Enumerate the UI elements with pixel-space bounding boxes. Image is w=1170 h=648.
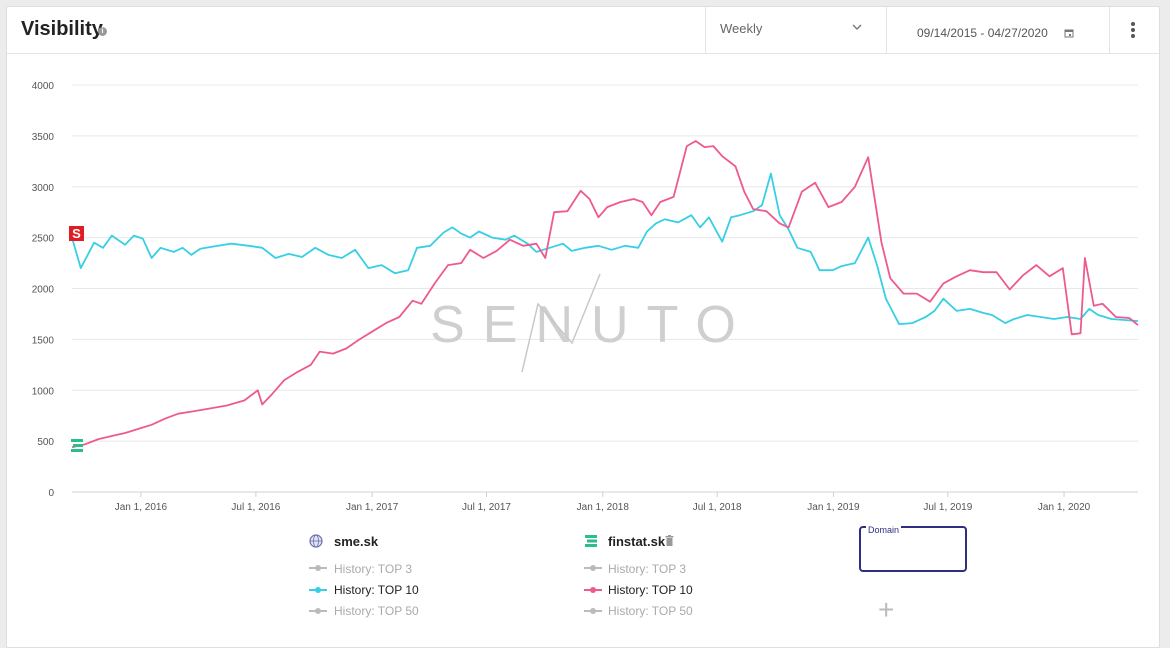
- date-range-picker[interactable]: 09/14/2015 - 04/27/2020: [887, 7, 1109, 53]
- x-tick-label: Jan 1, 2017: [346, 502, 399, 513]
- more-options-button[interactable]: [1110, 7, 1158, 53]
- header-divider: [886, 7, 887, 53]
- date-range-value: 09/14/2015 - 04/27/2020: [917, 26, 1048, 40]
- x-tick-label: Jul 1, 2018: [693, 502, 742, 513]
- card-header: Visibility i Weekly 09/14/2015 - 04/27/2…: [7, 7, 1159, 54]
- info-icon[interactable]: i: [98, 27, 107, 36]
- interval-value: Weekly: [720, 21, 763, 36]
- card-title: Visibility: [21, 18, 103, 40]
- series-lines: [71, 140, 1139, 449]
- sme-logo-icon: S: [69, 226, 84, 241]
- y-axis: 0 500 1000 1500 2000 2500 3000 3500 4000: [32, 81, 55, 499]
- x-tick-label: Jan 1, 2020: [1038, 502, 1091, 513]
- y-tick-label: 3000: [32, 183, 55, 194]
- y-tick-label: 2500: [32, 234, 55, 245]
- legend-marker-icon: [309, 587, 327, 593]
- legend-marker-icon: [584, 565, 602, 571]
- finstat-logo-icon: [585, 535, 597, 547]
- domain-input-label: Domain: [866, 525, 902, 535]
- x-tick-label: Jul 1, 2016: [231, 502, 280, 513]
- globe-icon: [309, 534, 323, 548]
- visibility-card: Visibility i Weekly 09/14/2015 - 04/27/2…: [6, 6, 1160, 648]
- series-line-sme-sk: [71, 172, 1139, 325]
- calendar-icon: [1064, 29, 1074, 38]
- svg-text:S: S: [72, 226, 81, 241]
- x-tick-label: Jan 1, 2016: [115, 502, 168, 513]
- y-tick-label: 3500: [32, 132, 55, 143]
- more-options-icon: [1131, 34, 1135, 38]
- legend-item-finstat-top3[interactable]: History: TOP 3: [608, 562, 687, 576]
- x-tick-label: Jan 1, 2018: [577, 502, 630, 513]
- y-tick-label: 4000: [32, 81, 55, 92]
- domain-input[interactable]: Domain: [859, 525, 967, 572]
- interval-select[interactable]: Weekly: [705, 7, 885, 53]
- x-tick-label: Jul 1, 2017: [462, 502, 511, 513]
- x-tick-label: Jan 1, 2019: [807, 502, 860, 513]
- legend-marker-icon: [584, 587, 602, 593]
- legend-item-finstat-top10[interactable]: History: TOP 10: [608, 583, 693, 597]
- chevron-down-icon: [852, 24, 862, 30]
- legend-site-finstat: finstat.sk: [608, 534, 666, 549]
- more-options-icon: [1131, 22, 1135, 26]
- legend-site-sme: sme.sk: [334, 534, 379, 549]
- legend-item-sme-top10[interactable]: History: TOP 10: [334, 583, 419, 597]
- watermark-text: SENUTO: [430, 296, 754, 354]
- add-domain-button[interactable]: +: [878, 594, 895, 625]
- grid-lines: [72, 84, 1138, 442]
- y-tick-label: 1000: [32, 386, 55, 397]
- trash-icon[interactable]: [665, 535, 674, 546]
- legend-item-finstat-top50[interactable]: History: TOP 50: [608, 604, 693, 618]
- legend-item-sme-top50[interactable]: History: TOP 50: [334, 604, 419, 618]
- x-tick-label: Jul 1, 2019: [923, 502, 972, 513]
- legend-marker-icon: [309, 565, 327, 571]
- series-line-finstat-sk: [71, 140, 1139, 449]
- visibility-chart: 0 500 1000 1500 2000 2500 3000 3500 4000 Jan 1, …: [32, 81, 1139, 513]
- header-divider: [1109, 7, 1110, 53]
- watermark: SENUTO: [430, 273, 754, 373]
- x-axis: Jan 1, 2016 Jul 1, 2016 Jan 1, 2017 Jul 1, …: [72, 491, 1138, 513]
- more-options-icon: [1131, 28, 1135, 32]
- watermark-logo-stroke: [521, 273, 601, 373]
- legend-marker-icon: [584, 608, 602, 614]
- header-divider: [705, 7, 706, 53]
- y-tick-label: 1500: [32, 335, 55, 346]
- y-tick-label: 500: [37, 437, 54, 448]
- y-tick-label: 0: [48, 488, 54, 499]
- legend-item-sme-top3[interactable]: History: TOP 3: [334, 562, 413, 576]
- finstat-logo-icon: [71, 439, 83, 452]
- y-tick-label: 2000: [32, 285, 55, 296]
- legend-marker-icon: [309, 608, 327, 614]
